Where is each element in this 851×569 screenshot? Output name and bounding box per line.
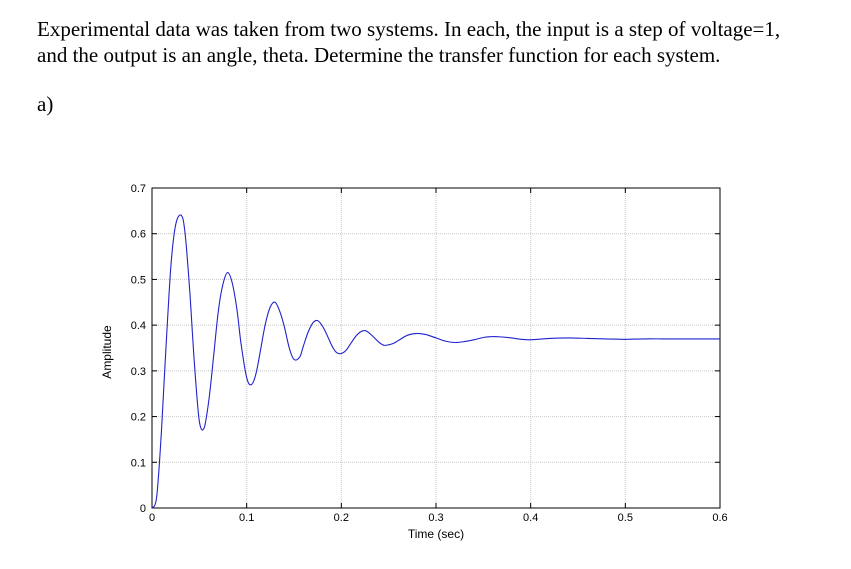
y-tick-label: 0.7 — [131, 183, 146, 195]
response-line — [151, 214, 720, 509]
y-tick-label: 0.4 — [131, 320, 146, 332]
y-tick-label: 0.6 — [131, 229, 146, 241]
x-tick-label: 0.4 — [523, 512, 538, 524]
y-tick-label: 0 — [140, 503, 146, 515]
y-tick-label: 0.3 — [131, 366, 146, 378]
x-tick-label: 0 — [149, 512, 155, 524]
x-tick-label: 0.1 — [239, 512, 254, 524]
y-tick-label: 0.2 — [131, 412, 146, 424]
grid-layer — [152, 188, 720, 508]
y-tick-label: 0.5 — [131, 274, 146, 286]
part-label: a) — [37, 92, 54, 116]
y-tick-label: 0.1 — [131, 457, 146, 469]
x-tick-label: 0.2 — [334, 512, 349, 524]
x-tick-label: 0.5 — [618, 512, 633, 524]
x-axis-label: Time (sec) — [408, 527, 464, 541]
x-tick-label: 0.3 — [428, 512, 443, 524]
problem-statement: Experimental data was taken from two sys… — [37, 16, 837, 68]
y-axis-label: Amplitude — [100, 325, 114, 379]
problem-line-1: Experimental data was taken from two sys… — [37, 17, 781, 41]
ticks-layer: 0 0.1 0.2 0.3 0.4 0.5 0.6 0 0.1 0.2 0.3 0.4 0.5 0.6 0.… — [131, 183, 728, 524]
problem-line-2: and the output is an angle, theta. Deter… — [37, 43, 721, 67]
x-tick-label: 0.6 — [712, 512, 727, 524]
